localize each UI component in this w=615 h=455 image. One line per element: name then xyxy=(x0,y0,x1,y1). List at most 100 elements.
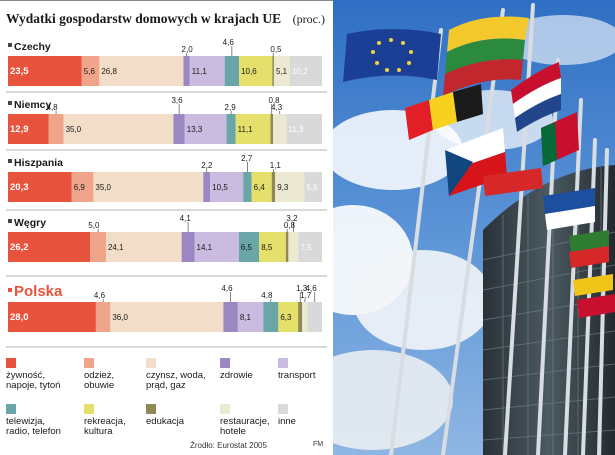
legend-item-telewizja: telewizja, radio, telefon xyxy=(6,404,76,437)
bar-segment xyxy=(194,232,239,262)
value-label: 14,1 xyxy=(197,243,213,252)
value-label: 10,2 xyxy=(292,67,308,76)
legend-swatch xyxy=(278,358,288,368)
value-label: 4,8 xyxy=(47,103,59,112)
bar-segment xyxy=(63,114,174,144)
bar-segment xyxy=(71,172,94,202)
flag-portugal xyxy=(541,112,579,166)
value-label: 1,3 xyxy=(296,284,308,293)
value-label: 35,0 xyxy=(95,183,111,192)
bar-segment xyxy=(278,302,299,332)
value-label: 6,4 xyxy=(254,183,266,192)
legend-label: czynsz, woda, prąd, gaz xyxy=(146,370,206,391)
value-label: 11,1 xyxy=(192,67,208,76)
row-marker xyxy=(8,288,12,292)
bar-segment xyxy=(224,56,240,86)
bar-segment xyxy=(251,172,272,202)
bar-segment xyxy=(48,114,64,144)
value-label: 26,2 xyxy=(10,242,29,253)
value-label: 4,6 xyxy=(223,38,235,47)
value-label: 5,6 xyxy=(306,183,318,192)
bar-segment xyxy=(181,232,195,262)
legend-label: edukacja xyxy=(146,416,185,427)
bar-segment xyxy=(183,56,190,86)
bar-segment xyxy=(302,302,308,332)
value-label: 24,1 xyxy=(108,243,124,252)
bar-segment xyxy=(189,56,225,86)
bar-segment xyxy=(239,56,273,86)
value-label: 4,8 xyxy=(261,291,273,300)
row-marker xyxy=(8,43,12,47)
legend-item-czynsz: czynsz, woda, prąd, gaz xyxy=(146,358,216,391)
bar-segment xyxy=(270,114,274,144)
value-label: 11,3 xyxy=(289,125,305,134)
flag-belgium xyxy=(405,84,483,140)
country-label: Niemcy xyxy=(14,99,52,111)
bar-segment xyxy=(289,56,322,86)
value-label: 5,0 xyxy=(88,221,100,230)
bar-segment xyxy=(275,172,305,202)
stacked-bar-chart: Czechy 23,5 5,6 26,8 2,0 11,1 4,6 10,6 0,5 5,1 10,… xyxy=(6,38,327,348)
bar-segment xyxy=(288,232,299,262)
bar-segment xyxy=(298,302,303,332)
value-label: 26,8 xyxy=(101,67,117,76)
country-label: Czechy xyxy=(14,41,51,53)
value-label: 7,5 xyxy=(300,243,312,252)
bar-segment xyxy=(110,302,224,332)
value-label: 3,6 xyxy=(171,96,183,105)
bar-segment xyxy=(8,232,91,262)
flag-lithuania xyxy=(443,16,529,96)
country-label: Polska xyxy=(14,283,63,300)
value-label: 1,7 xyxy=(300,291,312,300)
value-label: 11,1 xyxy=(238,125,254,134)
bar-segment xyxy=(273,56,290,86)
bar-segment xyxy=(285,232,289,262)
bar-segment xyxy=(272,56,274,86)
value-label: 0,8 xyxy=(269,96,281,105)
value-label: 10,5 xyxy=(212,183,228,192)
chart-title: Wydatki gospodarstw domowych w krajach U… xyxy=(6,11,282,26)
bar-segment xyxy=(259,232,286,262)
value-label: 0,5 xyxy=(270,45,282,54)
bar-segment xyxy=(235,114,271,144)
bar-segment xyxy=(223,302,238,332)
legend-swatch xyxy=(84,358,94,368)
bar-segment xyxy=(203,172,211,202)
value-label: 6,3 xyxy=(280,313,292,322)
legend-swatch xyxy=(278,404,288,414)
value-label: 6,5 xyxy=(241,243,253,252)
legend-swatch xyxy=(146,358,156,368)
value-label: 28,0 xyxy=(10,312,29,323)
bar-segment xyxy=(226,114,236,144)
country-label: Hiszpania xyxy=(14,157,63,169)
value-label: 0,8 xyxy=(284,221,296,230)
value-label: 4,6 xyxy=(306,284,318,293)
bar-segment xyxy=(8,172,72,202)
bar-segment xyxy=(173,114,185,144)
legend-label: żywność, napoje, tytoń xyxy=(6,370,61,391)
value-label: 23,5 xyxy=(10,66,29,77)
bar-segment xyxy=(99,56,184,86)
legend-label: rekreacja, kultura xyxy=(84,416,126,437)
bar-segment xyxy=(8,114,49,144)
bar-segment xyxy=(8,56,82,86)
bar-segment xyxy=(237,302,264,332)
legend-label: inne xyxy=(278,416,296,427)
legend-swatch xyxy=(220,358,230,368)
value-label: 1,1 xyxy=(270,161,282,170)
value-label: 4,6 xyxy=(221,284,233,293)
flag-stripes-right xyxy=(483,168,615,318)
bar-segment xyxy=(95,302,111,332)
bar-segment xyxy=(273,114,287,144)
legend-item-rekreacja: rekreacja, kultura xyxy=(84,404,154,437)
value-label: 4,3 xyxy=(271,103,283,112)
value-label: 2,2 xyxy=(201,161,213,170)
legend-item-restauracje: restauracje, hotele xyxy=(220,404,290,437)
value-label: 4,1 xyxy=(180,214,192,223)
value-label: 35,0 xyxy=(66,125,82,134)
title-row: Wydatki gospodarstw domowych w krajach U… xyxy=(0,0,333,37)
infographic-panel: Wydatki gospodarstw domowych w krajach U… xyxy=(0,0,333,450)
bar-segment xyxy=(263,302,279,332)
row-marker xyxy=(8,101,12,105)
legend-label: telewizja, radio, telefon xyxy=(6,416,61,437)
